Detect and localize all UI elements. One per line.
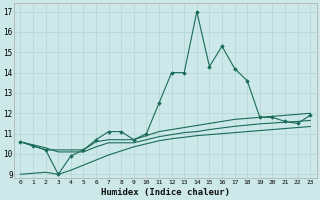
- X-axis label: Humidex (Indice chaleur): Humidex (Indice chaleur): [101, 188, 230, 197]
